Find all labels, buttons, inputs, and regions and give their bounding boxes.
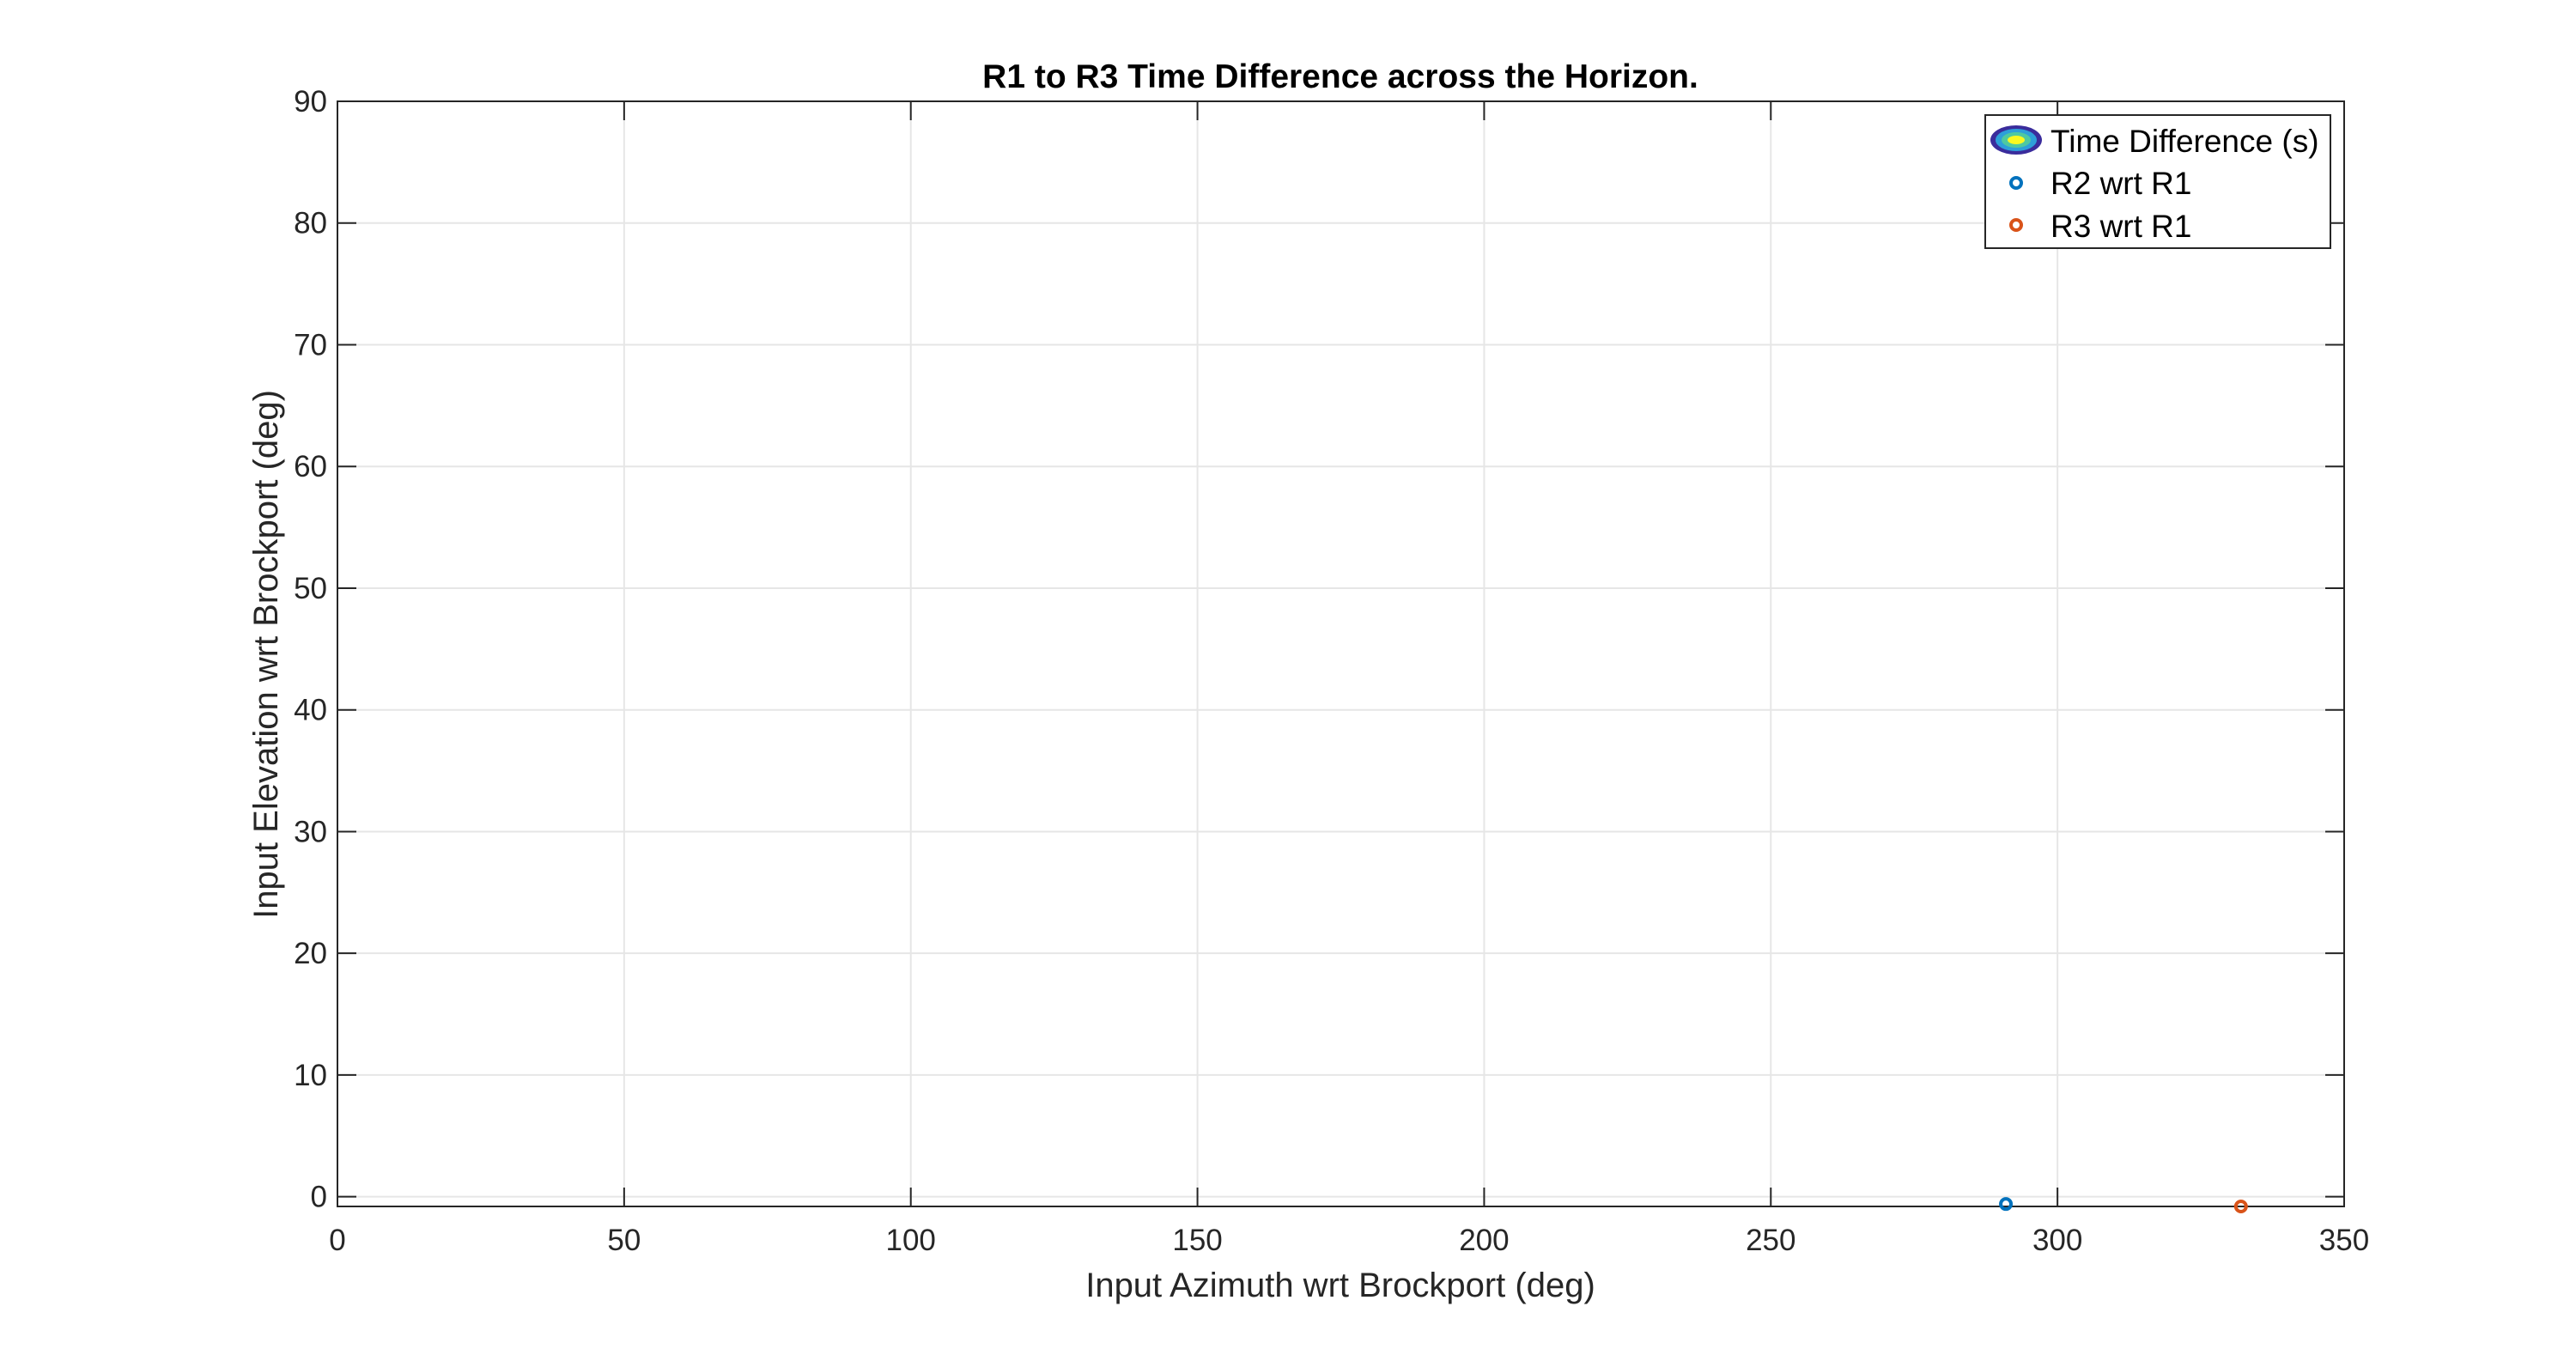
- x-tick-label: 300: [2032, 1224, 2082, 1257]
- y-tick-label: 70: [294, 328, 327, 362]
- contour-legend-icon: [1990, 125, 2042, 155]
- legend-label-r3: R3 wrt R1: [2050, 209, 2191, 244]
- legend-marker-r3: [2009, 218, 2023, 232]
- y-tick-label: 40: [294, 694, 327, 727]
- y-tick-label: 90: [294, 85, 327, 118]
- x-tick-label: 0: [329, 1224, 345, 1257]
- y-tick-label: 0: [311, 1181, 327, 1214]
- legend-box: [1984, 114, 2331, 249]
- chart-title: R1 to R3 Time Difference across the Hori…: [982, 58, 1698, 95]
- x-tick-label: 200: [1459, 1224, 1509, 1257]
- x-tick-label: 50: [607, 1224, 641, 1257]
- x-tick-label: 100: [886, 1224, 936, 1257]
- x-tick-label: 250: [1746, 1224, 1795, 1257]
- y-tick-label: 20: [294, 937, 327, 970]
- x-tick-label: 150: [1172, 1224, 1222, 1257]
- y-tick-label: 60: [294, 450, 327, 483]
- y-tick-label: 30: [294, 815, 327, 848]
- x-tick-label: 350: [2319, 1224, 2369, 1257]
- plot-area: [337, 100, 2345, 1207]
- y-tick-label: 10: [294, 1059, 327, 1092]
- marker-layer: [1999, 1197, 2248, 1213]
- y-tick-label: 50: [294, 572, 327, 605]
- data-point-series-2: [2233, 1200, 2248, 1213]
- y-axis-label: Input Elevation wrt Brockport (deg): [247, 390, 285, 919]
- legend: Time Difference (s) R2 wrt R1 R3 wrt R1: [1984, 114, 2331, 249]
- y-tick-label: 80: [294, 207, 327, 240]
- legend-label-time-difference: Time Difference (s): [2050, 124, 2319, 159]
- data-point-series-1: [1999, 1197, 2014, 1212]
- tick-layer: 0 50 100 150 200 250 300 350 0 10 20 30 40 50 60 70 80 90: [294, 85, 2369, 1257]
- legend-marker-r2: [2009, 176, 2023, 190]
- legend-label-r2: R2 wrt R1: [2050, 166, 2191, 201]
- x-axis-label: Input Azimuth wrt Brockport (deg): [1085, 1267, 1595, 1304]
